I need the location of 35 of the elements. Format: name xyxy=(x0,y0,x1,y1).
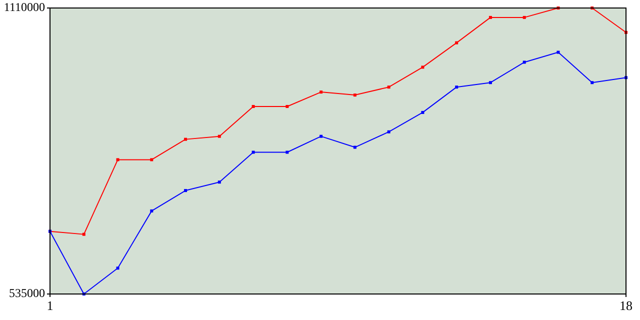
point xyxy=(218,134,221,138)
point xyxy=(286,104,289,108)
point xyxy=(82,232,86,236)
point xyxy=(421,66,424,69)
line-series xyxy=(48,6,628,236)
point xyxy=(184,138,188,141)
point xyxy=(590,81,594,84)
point xyxy=(252,150,255,154)
point xyxy=(286,150,289,154)
point xyxy=(522,60,526,64)
point xyxy=(252,104,255,108)
point xyxy=(421,110,424,114)
point xyxy=(488,81,492,84)
point xyxy=(218,180,221,184)
point xyxy=(353,146,356,149)
point xyxy=(455,41,458,44)
point xyxy=(387,130,390,134)
point xyxy=(116,266,120,270)
y-tick-label: 535000 xyxy=(9,286,45,300)
line-series xyxy=(48,50,628,296)
point xyxy=(150,158,154,162)
point xyxy=(150,209,154,212)
point xyxy=(455,86,458,89)
point xyxy=(184,189,188,192)
point xyxy=(488,16,492,19)
point xyxy=(353,94,356,97)
point xyxy=(116,158,120,162)
point xyxy=(387,86,390,89)
x-tick-label: 18 xyxy=(620,298,632,313)
point xyxy=(556,50,560,54)
point xyxy=(320,134,323,138)
point xyxy=(522,16,526,19)
point xyxy=(320,90,323,94)
x-tick-label: 1 xyxy=(46,298,54,313)
y-tick-label: 1110000 xyxy=(4,0,45,14)
